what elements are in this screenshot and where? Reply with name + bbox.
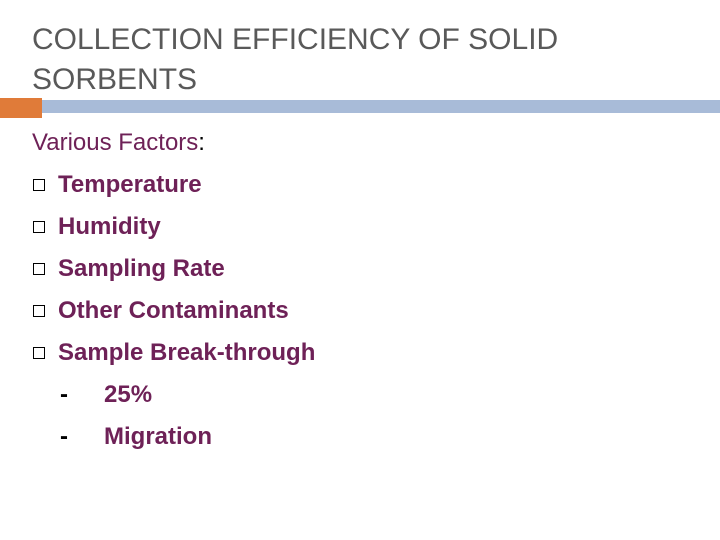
bullet-item: Sampling Rate bbox=[32, 248, 315, 290]
divider-bar bbox=[42, 100, 720, 113]
sub-marker: - bbox=[60, 381, 68, 408]
heading-suffix: : bbox=[198, 129, 205, 156]
sub-item: - Migration bbox=[32, 416, 315, 458]
bullet-box bbox=[33, 305, 45, 317]
bullet-item: Temperature bbox=[32, 164, 315, 206]
bullet-item: Other Contaminants bbox=[32, 290, 315, 332]
bullet-text: Other Contaminants bbox=[58, 297, 289, 324]
bullet-box bbox=[33, 347, 45, 359]
bullet-box bbox=[33, 263, 45, 275]
bullet-box bbox=[33, 221, 45, 233]
sub-item: - 25% bbox=[32, 374, 315, 416]
sub-text: Migration bbox=[104, 423, 212, 450]
bullet-text: Sampling Rate bbox=[58, 255, 225, 282]
sub-marker: - bbox=[60, 423, 68, 450]
accent-bar bbox=[0, 98, 42, 118]
content: Various Factors: Temperature Humidity Samp… bbox=[32, 122, 315, 458]
bullet-item: Sample Break-through bbox=[32, 332, 315, 374]
sub-text: 25% bbox=[104, 381, 153, 408]
bullet-text: Temperature bbox=[58, 171, 202, 198]
bullet-text: Humidity bbox=[58, 213, 161, 240]
bullet-item: Humidity bbox=[32, 206, 315, 248]
bullet-list: Temperature Humidity Sampling Rate Other Co… bbox=[32, 164, 315, 374]
heading: Various Factors: bbox=[32, 122, 315, 164]
sub-list: - 25% - Migration bbox=[32, 374, 315, 458]
slide-title: COLLECTION EFFICIENCY OF SOLID SORBENTS bbox=[32, 23, 559, 96]
bullet-text: Sample Break-through bbox=[58, 339, 316, 366]
bullet-box bbox=[33, 179, 45, 191]
heading-text: Various Factors bbox=[32, 129, 199, 156]
